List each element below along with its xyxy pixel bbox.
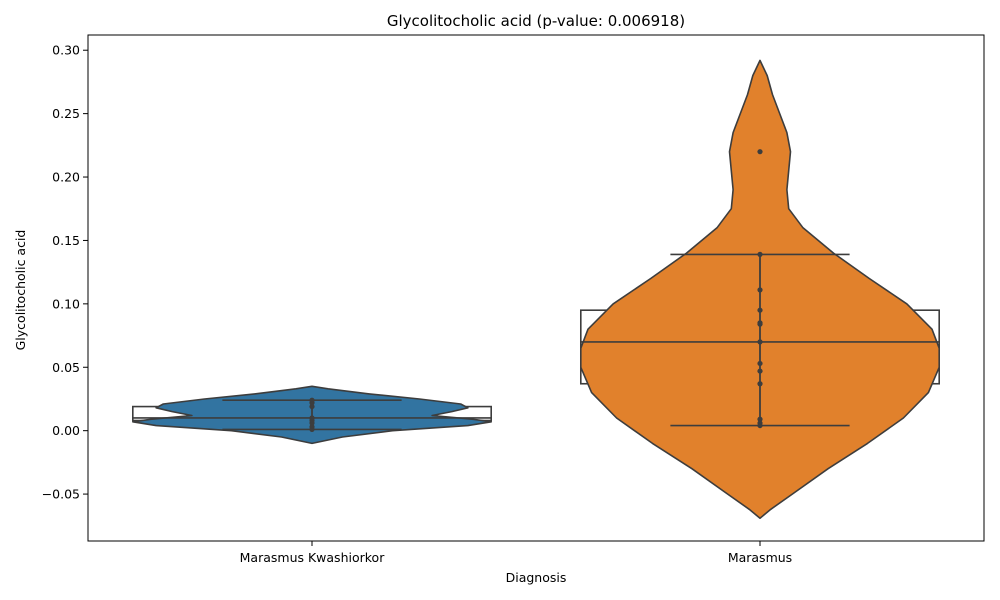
data-point: [309, 415, 315, 421]
data-point: [309, 403, 315, 410]
y-tick-label: 0.15: [52, 233, 80, 248]
data-point: [757, 251, 763, 257]
data-point: [757, 339, 763, 345]
x-axis-label: Diagnosis: [506, 570, 567, 585]
data-point: [757, 149, 763, 155]
data-point: [757, 307, 763, 313]
y-tick-label: 0.10: [52, 296, 80, 311]
data-point: [757, 287, 763, 293]
chart-title: Glycolitocholic acid (p-value: 0.006918): [387, 12, 685, 30]
plot-area: −0.05 0.00 0.05 0.10 0.15 0.20 0.25 0.30 Marasmu…: [42, 34, 985, 565]
y-tick-label: 0.05: [52, 360, 80, 375]
data-point: [757, 420, 763, 426]
y-tick-label: 0.30: [52, 43, 80, 58]
y-tick-label: 0.25: [52, 106, 80, 121]
data-point: [757, 360, 763, 367]
data-point: [757, 416, 763, 422]
y-tick-label: 0.20: [52, 170, 80, 185]
x-tick-label: Marasmus: [728, 550, 792, 565]
data-point: [757, 368, 763, 374]
data-point: [757, 381, 763, 387]
x-tick-label: Marasmus Kwashiorkor: [240, 550, 386, 565]
data-point: [757, 320, 763, 326]
data-point: [309, 397, 315, 403]
y-tick-label: −0.05: [42, 487, 80, 502]
y-axis-label: Glycolitocholic acid: [13, 230, 28, 351]
axes-frame: [87, 34, 985, 542]
y-tick-label: 0.00: [52, 423, 80, 438]
data-point: [309, 424, 315, 430]
